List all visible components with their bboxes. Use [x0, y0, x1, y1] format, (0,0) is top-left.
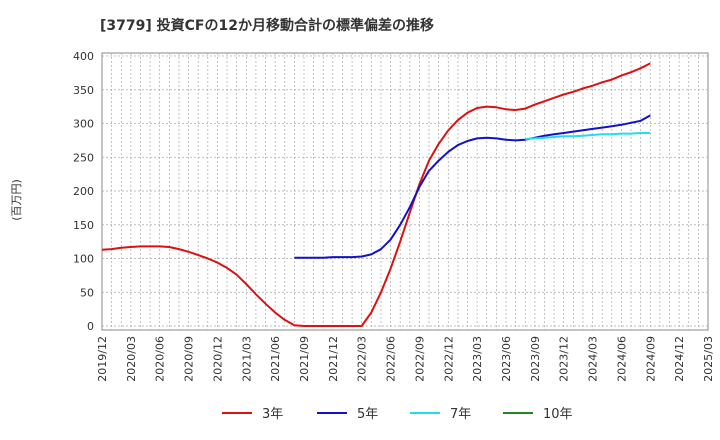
y-tick-label: 350: [73, 84, 94, 97]
y-axis-label: (百万円): [10, 179, 23, 221]
x-tick-label: 2024/03: [587, 336, 600, 382]
series-line-1: [101, 62, 651, 327]
x-tick-label: 2022/06: [385, 336, 398, 382]
y-tick-label: 250: [73, 151, 94, 164]
series-line-2: [294, 114, 651, 259]
x-tick-label: 2021/06: [269, 336, 282, 382]
x-tick-label: 2023/12: [558, 336, 571, 382]
legend: 3年 5年 7年 10年: [222, 407, 573, 422]
plot-area: 0 50 100 150 200 250 300 350 400 2019/12 2020/03 20…: [73, 50, 715, 382]
x-tick-label: 2023/09: [529, 336, 542, 382]
x-tick-label: 2023/03: [471, 336, 484, 382]
y-tick-label: 200: [73, 185, 94, 198]
x-tick-label: 2019/12: [96, 336, 109, 382]
y-tick-label: 0: [87, 320, 94, 333]
x-tick-label: 2020/12: [211, 336, 224, 382]
y-tick-label: 400: [73, 50, 94, 63]
x-tick-label: 2022/12: [442, 336, 455, 382]
x-tick-label: 2021/12: [327, 336, 340, 382]
x-tick-label: 2022/03: [356, 336, 369, 382]
x-tick-label: 2021/09: [298, 336, 311, 382]
legend-label-3: 7年: [450, 407, 471, 422]
x-tick-label: 2025/03: [702, 336, 715, 382]
x-tick-label: 2022/09: [413, 336, 426, 382]
y-tick-label: 50: [80, 286, 94, 299]
x-tick-label: 2020/03: [125, 336, 138, 382]
y-tick-label: 100: [73, 253, 94, 266]
x-tick-label: 2024/12: [673, 336, 686, 382]
plot-frame: [101, 52, 709, 331]
x-tick-label: 2020/09: [183, 336, 196, 382]
x-tick-label: 2020/06: [154, 336, 167, 382]
y-tick-label: 300: [73, 118, 94, 131]
x-tick-label: 2024/09: [644, 336, 657, 382]
y-tick-label: 150: [73, 219, 94, 232]
chart-title: [3779] 投資CFの12か月移動合計の標準偏差の推移: [100, 17, 434, 34]
x-tick-label: 2024/06: [615, 336, 628, 382]
legend-label-2: 5年: [357, 407, 378, 422]
series-line-3: [525, 132, 651, 140]
x-tick-label: 2021/03: [240, 336, 253, 382]
legend-label-1: 3年: [262, 407, 283, 422]
legend-label-4: 10年: [543, 407, 573, 422]
x-tick-label: 2023/06: [500, 336, 513, 382]
